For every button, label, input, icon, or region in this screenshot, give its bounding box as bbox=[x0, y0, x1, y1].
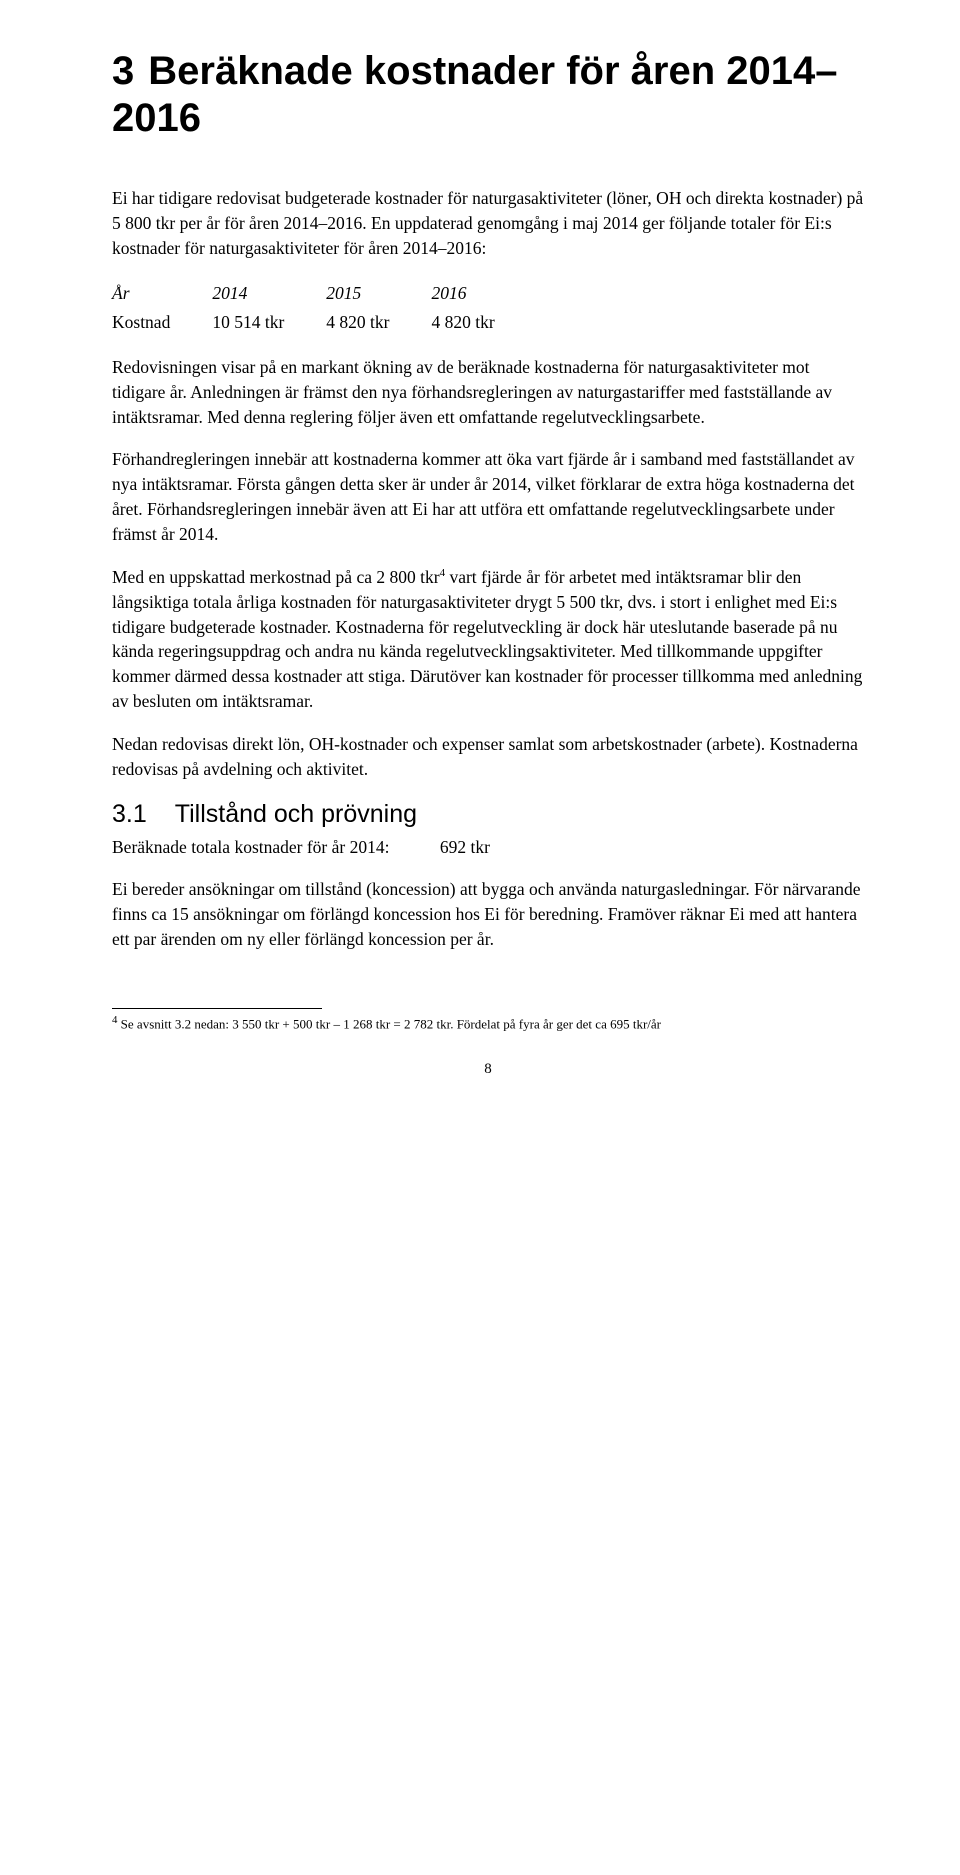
table-cell: 10 514 tkr bbox=[212, 308, 326, 337]
table-row-label: Kostnad bbox=[112, 308, 212, 337]
table-header-year: 2015 bbox=[326, 279, 431, 308]
chapter-number: 3 bbox=[112, 48, 134, 95]
footnote-separator bbox=[112, 1008, 322, 1009]
cost-table: År 2014 2015 2016 Kostnad 10 514 tkr 4 8… bbox=[112, 279, 537, 337]
chapter-heading: 3Beräknade kostnader för åren 2014–2016 bbox=[112, 48, 864, 142]
calculated-cost-label: Beräknade totala kostnader för år 2014: bbox=[112, 835, 389, 860]
calculated-cost-line: Beräknade totala kostnader för år 2014: … bbox=[112, 835, 864, 860]
paragraph-intro: Ei har tidigare redovisat budgeterade ko… bbox=[112, 186, 864, 261]
table-cell: 4 820 tkr bbox=[431, 308, 536, 337]
table-header-year: 2016 bbox=[431, 279, 536, 308]
paragraph-text: Med en uppskattad merkostnad på ca 2 800… bbox=[112, 567, 440, 587]
footnote: 4 Se avsnitt 3.2 nedan: 3 550 tkr + 500 … bbox=[112, 1013, 864, 1033]
table-row: Kostnad 10 514 tkr 4 820 tkr 4 820 tkr bbox=[112, 308, 537, 337]
table-header-row: År 2014 2015 2016 bbox=[112, 279, 537, 308]
paragraph-text: vart fjärde år för arbetet med intäktsra… bbox=[112, 567, 862, 711]
calculated-cost-value: 692 tkr bbox=[440, 835, 490, 860]
section-number: 3.1 bbox=[112, 800, 147, 829]
table-header-year: 2014 bbox=[212, 279, 326, 308]
table-header-label: År bbox=[112, 279, 212, 308]
paragraph: Ei bereder ansökningar om tillstånd (kon… bbox=[112, 877, 864, 952]
paragraph: Redovisningen visar på en markant ökning… bbox=[112, 355, 864, 430]
section-heading: 3.1 Tillstånd och prövning bbox=[112, 800, 864, 829]
paragraph: Förhandregleringen innebär att kostnader… bbox=[112, 447, 864, 546]
page-number: 8 bbox=[112, 1061, 864, 1078]
paragraph: Nedan redovisas direkt lön, OH-kostnader… bbox=[112, 732, 864, 782]
paragraph: Med en uppskattad merkostnad på ca 2 800… bbox=[112, 565, 864, 714]
section-title: Tillstånd och prövning bbox=[175, 800, 417, 828]
table-cell: 4 820 tkr bbox=[326, 308, 431, 337]
footnote-text: Se avsnitt 3.2 nedan: 3 550 tkr + 500 tk… bbox=[117, 1016, 661, 1031]
chapter-title: Beräknade kostnader för åren 2014–2016 bbox=[112, 49, 837, 140]
